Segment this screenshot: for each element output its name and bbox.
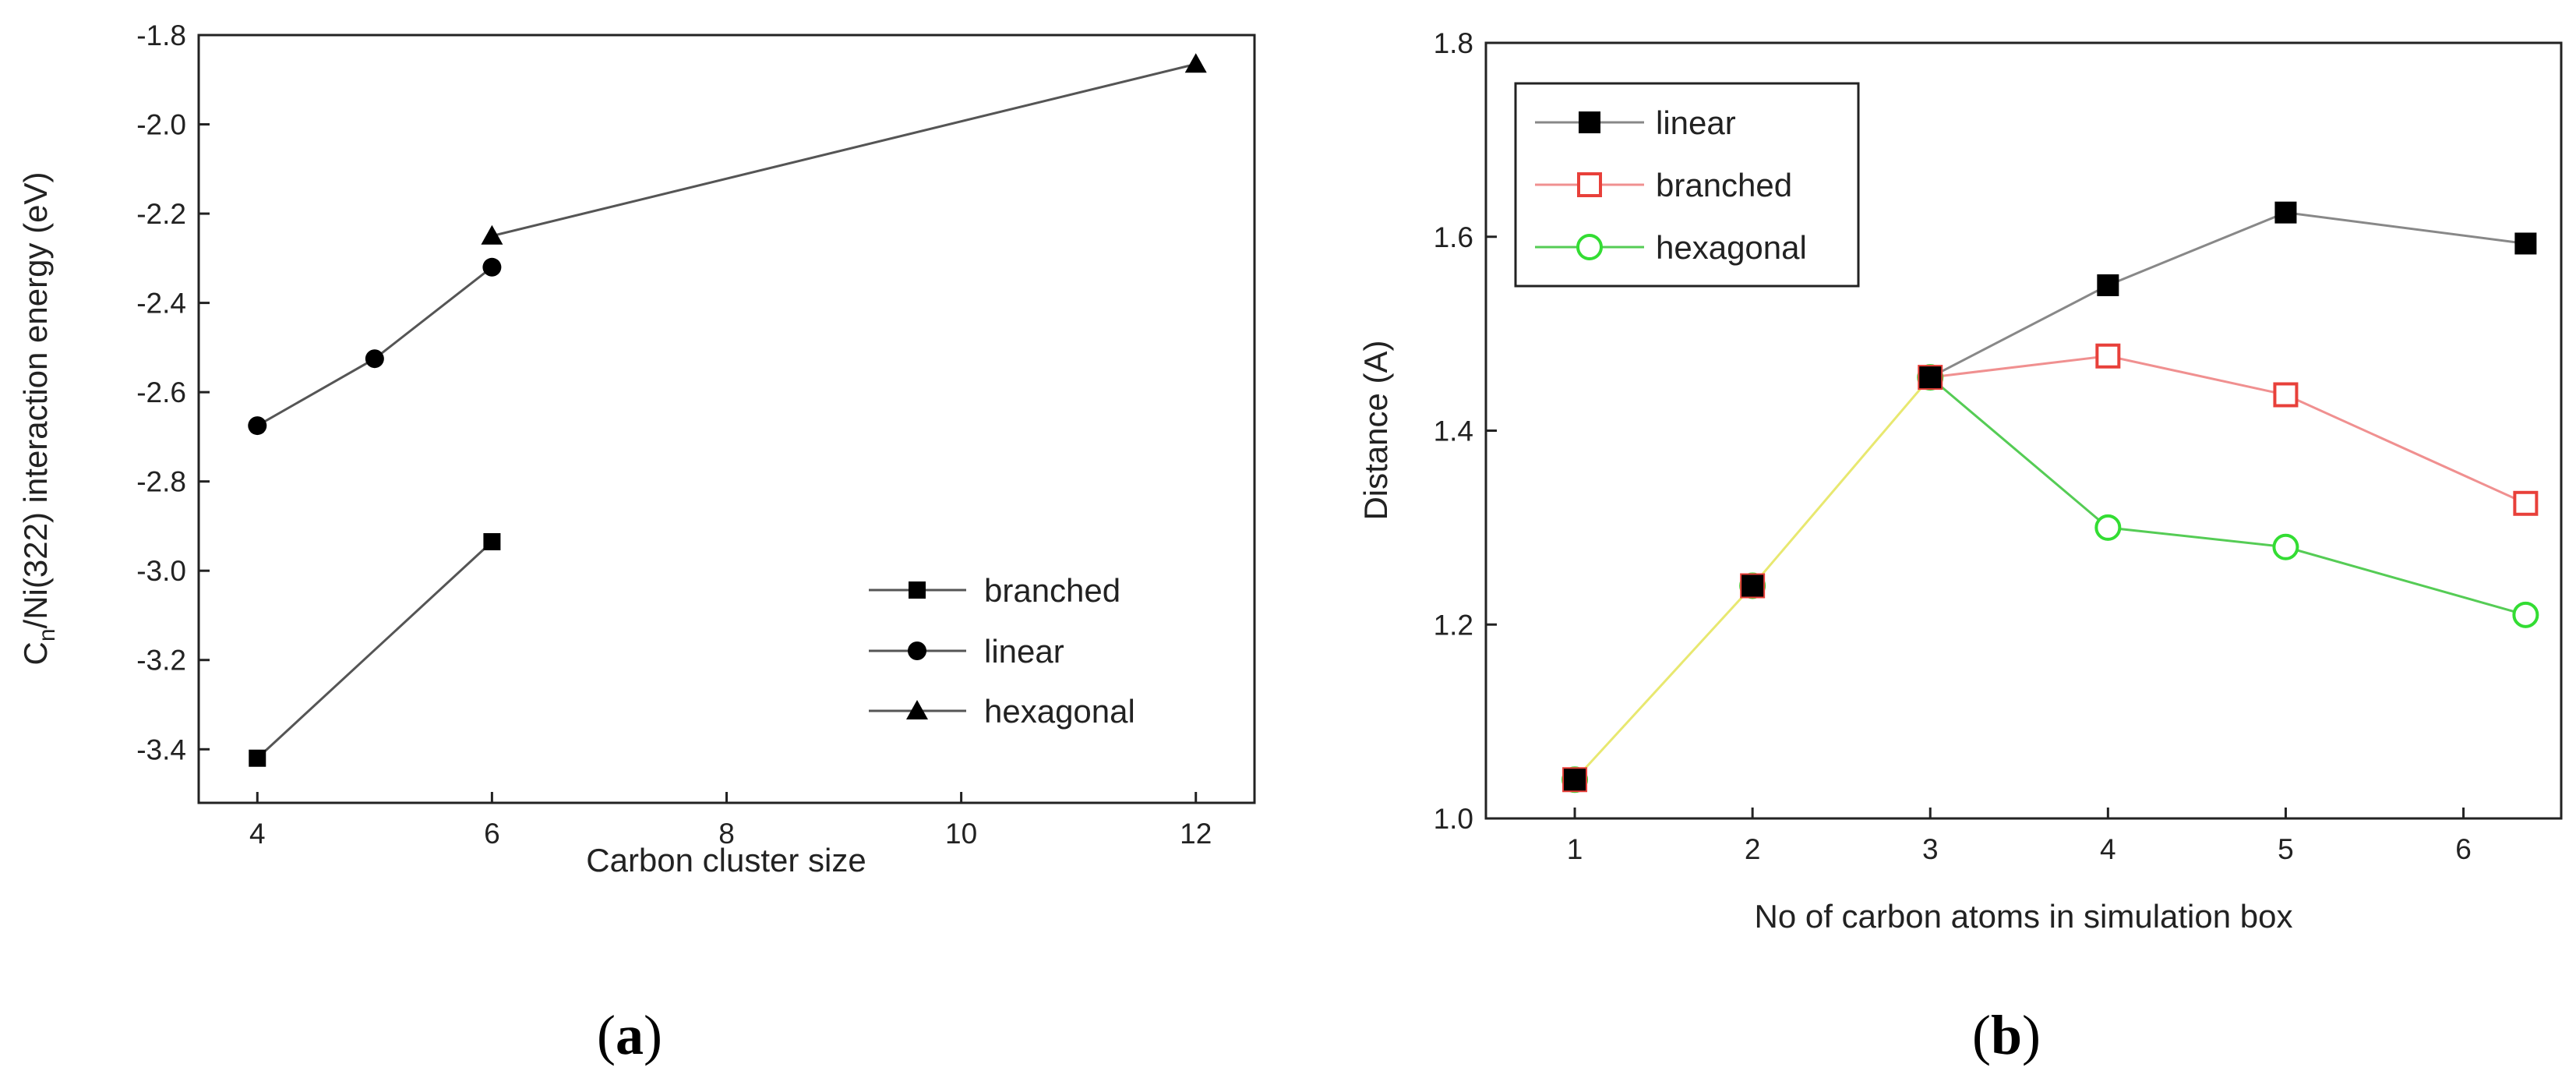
data-point-branched (2514, 493, 2536, 514)
chart-a-legend: branched linear hexagonal (869, 572, 1135, 730)
data-point-branched (249, 750, 266, 767)
legend-item-hexagonal: hexagonal (869, 693, 1135, 730)
chart-b-series-lines (1575, 213, 2525, 780)
x-tick-label: 4 (249, 818, 266, 850)
series-line-linear (1930, 213, 2525, 377)
chart-a-xlabel: Carbon cluster size (586, 842, 866, 878)
y-tick-label: -2.2 (136, 198, 186, 230)
data-point-linear (1741, 575, 1763, 597)
data-point-linear (365, 349, 384, 368)
series-line-branched (1930, 356, 2525, 504)
data-point-hexagonal (2274, 535, 2297, 559)
chart-b-series-points (1563, 202, 2537, 792)
series-line-hexagonal (492, 64, 1195, 235)
y-tick-label: -3.4 (136, 733, 186, 765)
y-tick-label: -2.4 (136, 288, 186, 320)
y-tick-label: -1.8 (136, 19, 186, 51)
y-tick-label: -3.0 (136, 555, 186, 587)
y-tick-label: 1.4 (1434, 415, 1473, 447)
x-tick-label: 3 (1922, 833, 1939, 865)
legend-label-linear: linear (984, 633, 1064, 670)
chart-a-plot-frame (199, 35, 1254, 803)
chart-b-xlabel: No of carbon atoms in simulation box (1754, 898, 2292, 935)
legend-label-branched: branched (1656, 167, 1792, 203)
y-tick-label: -2.0 (136, 109, 186, 141)
chart-b-legend: linear branched hexagonal (1516, 83, 1858, 286)
data-point-linear (2097, 274, 2119, 296)
legend-label-branched: branched (984, 572, 1120, 609)
data-point-branched (2097, 345, 2119, 367)
x-tick-label: 12 (1180, 818, 1212, 850)
series-line-hexagonal (1930, 377, 2525, 615)
y-tick-label: -3.2 (136, 645, 186, 677)
x-tick-label: 4 (2100, 833, 2116, 865)
y-tick-label: 1.6 (1434, 221, 1473, 253)
data-point-linear (1564, 769, 1586, 790)
y-tick-label: 1.8 (1434, 27, 1473, 59)
figure: 4 6 8 10 12 -3.4 -3.2 -3.0 -2.8 -2.6 -2.4 -2.2 -2.0-… (0, 0, 2576, 1074)
chart-a-ylabel-sub: n (34, 628, 60, 641)
chart-a-ylabel: Cn/Ni(322) interaction energy (eV) (17, 172, 60, 666)
x-tick-label: 6 (2455, 833, 2472, 865)
x-tick-label: 6 (484, 818, 500, 850)
x-tick-label: 1 (1567, 833, 1583, 865)
legend-label-linear: linear (1656, 104, 1736, 141)
x-tick-label: 2 (1745, 833, 1761, 865)
chart-a-ylabel-rest: /Ni(322) interaction energy (eV) (17, 172, 54, 629)
y-tick-label: -2.8 (136, 466, 186, 498)
legend-open-square-marker (1579, 174, 1600, 196)
data-point-linear (1919, 366, 1941, 388)
data-point-linear (482, 258, 501, 277)
legend-label-hexagonal: hexagonal (1656, 229, 1807, 266)
data-point-linear (248, 416, 266, 435)
chart-a: 4 6 8 10 12-3.4-3.2-3.0-2.8-2.6-2.4-2.2-2.0-… (17, 19, 1254, 1066)
legend-item-branched: branched (869, 572, 1120, 609)
x-tick-label: 10 (945, 818, 977, 850)
y-tick-label: -2.6 (136, 376, 186, 408)
data-point-hexagonal (1185, 53, 1207, 72)
data-point-linear (2274, 202, 2296, 224)
data-point-branched (2274, 383, 2296, 405)
legend-square-marker (909, 581, 926, 599)
chart-b-caption: (b) (1972, 1004, 2041, 1066)
y-tick-label: 1.2 (1434, 609, 1473, 641)
data-point-hexagonal (2514, 603, 2537, 627)
legend-label-hexagonal: hexagonal (984, 693, 1135, 730)
legend-filled-square-marker (1579, 111, 1600, 133)
x-tick-label: 5 (2278, 833, 2294, 865)
chart-a-ylabel-main: C (17, 641, 54, 665)
data-point-hexagonal (2096, 516, 2119, 539)
series-line-branched (257, 542, 492, 758)
data-point-branched (483, 533, 500, 550)
chart-b-ylabel: Distance (A) (1357, 340, 1394, 520)
legend-open-circle-marker (1578, 235, 1601, 259)
legend-circle-marker (908, 641, 926, 660)
series-line-linear (257, 267, 492, 426)
y-tick-label: 1.0 (1434, 803, 1473, 835)
legend-item-linear: linear (869, 633, 1064, 670)
chart-b: 1 2 3 4 5 6 1.0 1.2 1.4 1.6 1.8 No of carbon atoms… (1357, 27, 2561, 1066)
figure-svg: 4 6 8 10 12-3.4-3.2-3.0-2.8-2.6-2.4-2.2-2.0-… (0, 0, 2576, 1074)
chart-a-caption: (a) (597, 1004, 662, 1066)
data-point-linear (2514, 232, 2536, 254)
